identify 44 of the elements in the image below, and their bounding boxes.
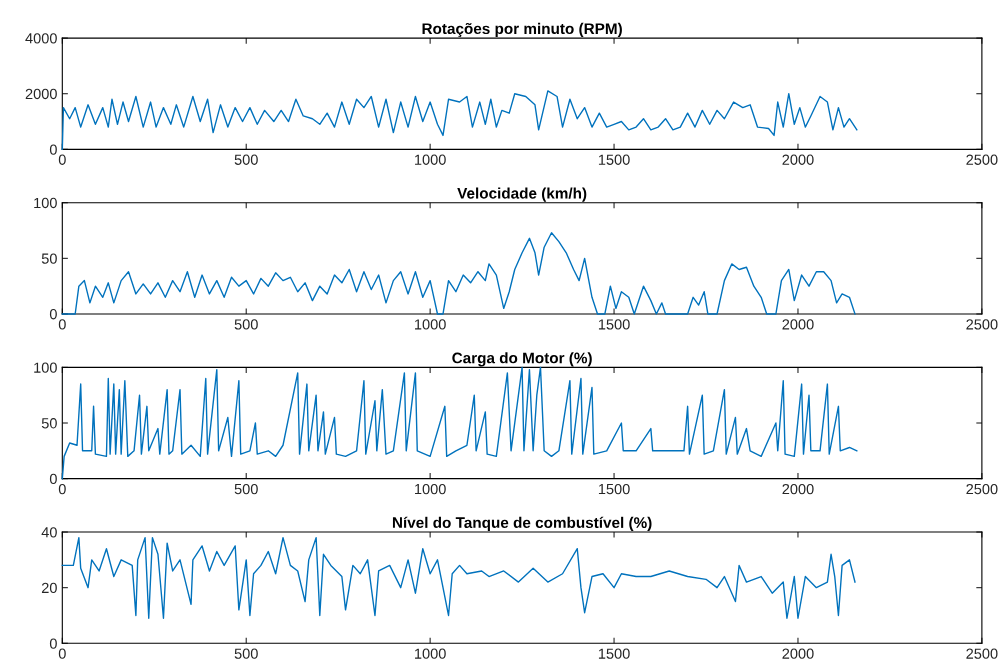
x-tick-label: 500: [234, 319, 258, 330]
x-tick-label: 2000: [782, 319, 814, 330]
x-tick-label: 500: [234, 483, 258, 495]
y-tick-label: 20: [41, 582, 57, 594]
x-tick-label: 1000: [415, 319, 446, 330]
x-tick-label: 1500: [598, 648, 630, 659]
y-tick-label: 0: [49, 309, 57, 320]
line-series: [61, 90, 858, 151]
y-tick-label: 50: [41, 418, 57, 429]
x-tick-label: 1500: [598, 483, 630, 495]
chart-title: Rotações por minuto (RPM): [422, 22, 622, 38]
x-tick-label: 1500: [598, 154, 630, 165]
x-tick-label: 0: [58, 154, 66, 165]
x-tick-label: 2500: [966, 154, 998, 165]
x-tick-label: 2000: [782, 648, 814, 659]
x-tick-label: 2500: [966, 319, 998, 330]
x-tick-label: 2500: [966, 648, 998, 659]
chart-title: Velocidade (km/h): [457, 187, 587, 202]
y-tick-label: 0: [49, 473, 57, 485]
chart-title: Carga do Motor (%): [452, 352, 592, 367]
x-tick-label: 500: [234, 648, 258, 659]
x-tick-label: 1000: [415, 648, 446, 659]
y-tick-label: 2000: [25, 88, 57, 100]
line-series: [61, 232, 856, 315]
line-series: [61, 366, 858, 480]
x-tick-label: 2000: [782, 483, 814, 495]
x-tick-label: 1500: [598, 319, 630, 330]
y-tick-label: 40: [41, 527, 57, 538]
x-tick-label: 0: [58, 483, 66, 495]
y-tick-label: 50: [41, 253, 57, 264]
x-tick-label: 0: [58, 648, 66, 659]
x-tick-label: 0: [58, 319, 66, 330]
x-tick-label: 1000: [415, 483, 446, 495]
y-tick-label: 0: [49, 638, 57, 649]
chart-title: Nível do Tanque de combustível (%): [392, 516, 652, 532]
x-tick-label: 1000: [415, 154, 446, 165]
y-tick-label: 100: [34, 197, 57, 209]
x-tick-label: 500: [234, 154, 258, 165]
y-tick-label: 0: [49, 144, 57, 155]
line-series: [61, 536, 856, 619]
x-tick-label: 2000: [782, 154, 814, 165]
x-tick-label: 2500: [966, 483, 998, 495]
y-tick-label: 100: [34, 362, 57, 373]
y-tick-label: 4000: [25, 33, 57, 44]
